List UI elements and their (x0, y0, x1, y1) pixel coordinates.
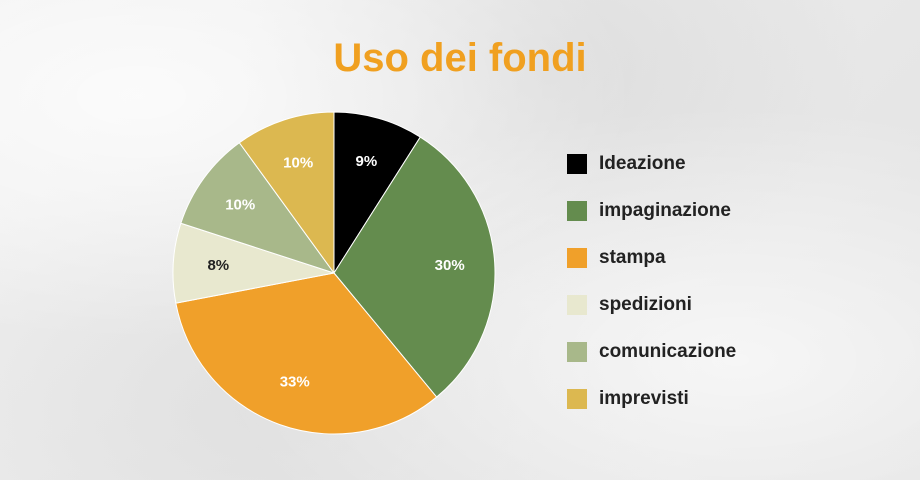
legend-item: Ideazione (567, 140, 736, 187)
legend-label: imprevisti (599, 387, 689, 409)
legend: Ideazione impaginazione stampa spedizioni co… (567, 140, 736, 422)
legend-label: comunicazione (599, 340, 737, 362)
legend-swatch (567, 388, 587, 409)
legend-item: imprevisti (567, 375, 736, 422)
pie-slice-ideazione (333, 111, 421, 275)
legend-item: spedizioni (567, 281, 736, 328)
slice-value-label: 10% (225, 196, 255, 213)
pie-labels: 9% 30% 33% 8% 10% 10% (207, 153, 464, 390)
legend-swatch (567, 200, 587, 221)
pie-slices (172, 111, 496, 435)
legend-label: stampa (599, 246, 666, 268)
legend-label: impaginazione (599, 199, 731, 221)
slice-value-label: 33% (280, 374, 310, 391)
legend-swatch (567, 247, 587, 268)
pie-slice-impaginazione (333, 136, 496, 398)
chart-title: Uso dei fondi (333, 36, 587, 80)
legend-label: Ideazione (599, 152, 686, 174)
slice-value-label: 30% (435, 257, 465, 274)
legend-item: impaginazione (567, 187, 736, 234)
legend-swatch (567, 294, 587, 315)
slice-value-label: 8% (207, 257, 229, 274)
legend-label: spedizioni (599, 293, 692, 315)
pie-slice-comunicazione (180, 142, 336, 274)
legend-item: comunicazione (567, 328, 736, 375)
slice-value-label: 10% (283, 154, 313, 171)
legend-swatch (567, 341, 587, 362)
slice-value-label: 9% (355, 153, 377, 170)
legend-swatch (567, 153, 587, 174)
legend-item: stampa (567, 234, 736, 281)
pie-slice-imprevisti (238, 111, 335, 275)
pie-slice-stampa (175, 272, 438, 435)
